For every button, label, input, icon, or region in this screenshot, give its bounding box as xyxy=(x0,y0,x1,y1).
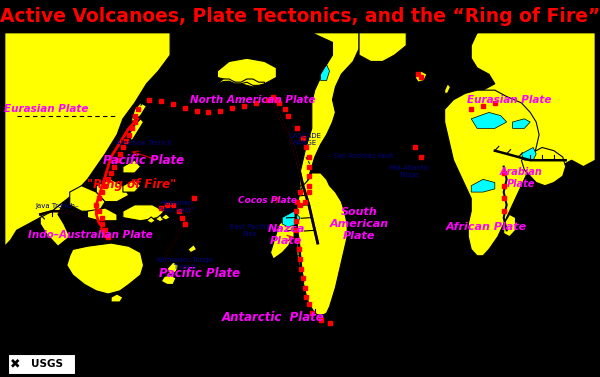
Text: Java Trench–: Java Trench– xyxy=(35,204,79,209)
Polygon shape xyxy=(129,119,143,141)
Text: Aleutian Trench: Aleutian Trench xyxy=(116,140,172,146)
Text: Pacific Plate: Pacific Plate xyxy=(159,267,240,280)
Polygon shape xyxy=(161,275,176,285)
Polygon shape xyxy=(97,179,129,202)
Polygon shape xyxy=(167,262,179,275)
Text: African Plate: African Plate xyxy=(445,222,527,232)
Polygon shape xyxy=(123,205,164,221)
Text: East Pacific
Rise: East Pacific Rise xyxy=(230,224,269,237)
Text: Pacific Plate: Pacific Plate xyxy=(103,154,184,167)
Text: Eurasian Plate: Eurasian Plate xyxy=(467,95,552,105)
Polygon shape xyxy=(471,179,495,192)
Polygon shape xyxy=(155,215,164,222)
Polygon shape xyxy=(503,215,515,237)
Polygon shape xyxy=(123,179,140,192)
Text: ✖: ✖ xyxy=(10,358,20,371)
Polygon shape xyxy=(271,33,359,259)
Text: South
American
Plate: South American Plate xyxy=(329,207,389,241)
Text: Active Volcanoes, Plate Tectonics, and the “Ring of Fire”: Active Volcanoes, Plate Tectonics, and t… xyxy=(0,7,600,26)
Text: North American Plate: North American Plate xyxy=(190,95,316,105)
Text: Cocos Plate: Cocos Plate xyxy=(238,196,297,205)
Polygon shape xyxy=(445,84,451,93)
Polygon shape xyxy=(300,202,309,215)
Polygon shape xyxy=(521,147,566,186)
Polygon shape xyxy=(406,33,595,167)
Text: Kermadec-Tonga
Trench: Kermadec-Tonga Trench xyxy=(157,257,214,270)
Polygon shape xyxy=(88,208,117,221)
Text: Hawaiian
"Hot Spot": Hawaiian "Hot Spot" xyxy=(158,200,194,213)
Text: "Ring of Fire": "Ring of Fire" xyxy=(87,178,176,191)
Polygon shape xyxy=(132,103,146,122)
Text: USGS: USGS xyxy=(31,359,64,369)
Polygon shape xyxy=(471,112,506,128)
Polygon shape xyxy=(282,211,300,227)
Polygon shape xyxy=(111,294,123,302)
Text: CASCADE
RANGE: CASCADE RANGE xyxy=(288,133,321,146)
Text: Arabian
Plate: Arabian Plate xyxy=(500,167,543,188)
Polygon shape xyxy=(40,202,70,246)
Text: – San Andreas Fault: – San Andreas Fault xyxy=(328,153,394,159)
Text: Antarctic  Plate: Antarctic Plate xyxy=(222,311,325,325)
Polygon shape xyxy=(146,217,155,223)
Polygon shape xyxy=(445,90,539,256)
Text: Topinka, USGS/CVO, 1997, Modified from: Tilling, Heliker, and Wright, 1987, and : Topinka, USGS/CVO, 1997, Modified from: … xyxy=(85,364,387,369)
Polygon shape xyxy=(359,33,406,61)
Text: Mid-Atlantic
Ridge: Mid-Atlantic Ridge xyxy=(388,165,430,178)
Polygon shape xyxy=(188,245,197,253)
Polygon shape xyxy=(5,33,170,246)
Polygon shape xyxy=(67,243,143,294)
Polygon shape xyxy=(217,58,277,87)
Polygon shape xyxy=(161,214,170,220)
Polygon shape xyxy=(521,147,536,160)
Polygon shape xyxy=(217,79,265,85)
Polygon shape xyxy=(123,160,140,173)
Polygon shape xyxy=(512,119,530,128)
Polygon shape xyxy=(415,71,427,82)
Text: Indo–Australian Plate: Indo–Australian Plate xyxy=(28,230,153,240)
FancyBboxPatch shape xyxy=(8,354,76,375)
Text: Nazca
Plate: Nazca Plate xyxy=(268,224,305,246)
Polygon shape xyxy=(70,186,105,211)
Text: Eurasian Plate: Eurasian Plate xyxy=(4,104,88,114)
Polygon shape xyxy=(320,65,329,81)
Polygon shape xyxy=(297,173,347,316)
